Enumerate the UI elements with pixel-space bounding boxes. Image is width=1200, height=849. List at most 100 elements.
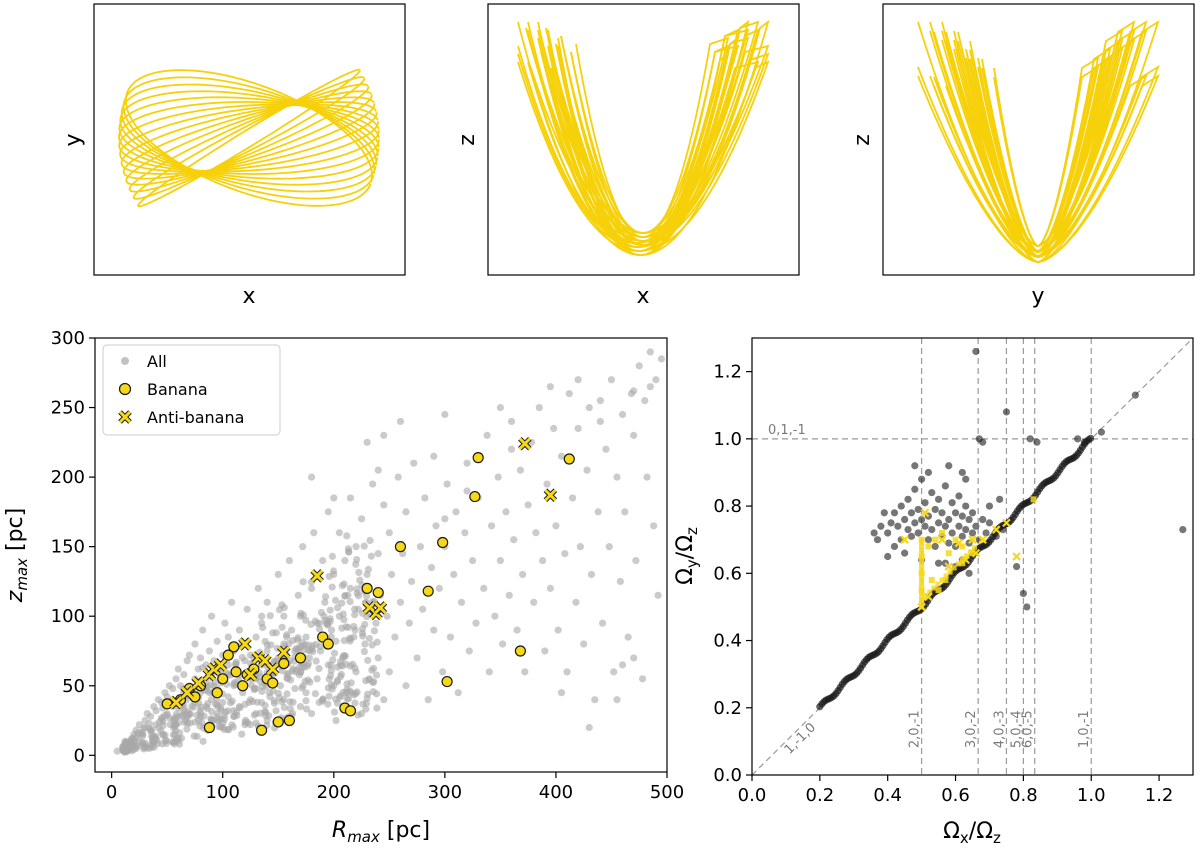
freq-banana-point [945,550,952,557]
rz-all-point [435,584,443,592]
rz-all-point [641,396,649,405]
rz-all-point [185,651,194,659]
freq-point [931,542,939,551]
rz-all-point [616,577,624,586]
rz-all-point [380,431,388,439]
rz-all-point [188,702,196,710]
rz-all-point [355,568,363,577]
orbit-xz-xlabel: x [636,284,649,309]
rz-all-point [224,633,232,641]
rz-banana-point [294,652,307,664]
rz-all-point [572,598,580,606]
freq-point [884,529,892,537]
rz-all-point [370,627,378,635]
freq-banana-point [925,543,932,550]
freq-point [945,462,953,470]
rz-all-point [302,633,310,641]
freq-banana-track [939,577,945,583]
legend-banana-marker [118,382,132,396]
rz-all-point [613,473,621,481]
freq-point [880,509,888,517]
rz-all-point [285,556,293,565]
rz-all-point [356,576,364,584]
rz-all-point [296,643,304,651]
rz-all-point [232,658,240,666]
rz-all-point [321,593,330,601]
rz-all-point [539,556,547,565]
rz-all-point [427,563,436,572]
rz-all-point [304,660,312,668]
rz-all-point [618,410,627,419]
rz-all-point [530,598,538,606]
rz-all-point [535,403,543,412]
rz-all-point [328,583,336,591]
rz-all-point [125,746,134,754]
rz-all-point [340,652,349,660]
rz-all-point [340,636,348,645]
rz-all-point [364,565,372,573]
freq-ticks: 0.0 0.2 0.4 0.6 0.8 1.0 1.2 0.0 0.2 0.4 0.6 0.8 1.0 1… [713,362,1173,806]
rz-all-point [351,605,359,613]
rz-all-point [186,710,194,718]
freq-point [1033,438,1041,446]
freq-point [924,468,933,477]
rz-banana-point [437,536,449,549]
rz-antibanana-point [214,658,227,671]
orbit-loop [125,90,373,186]
rz-ylabel-main: z [3,590,28,603]
rz-all-point [413,654,421,662]
rz-all-point [338,624,346,632]
freq-diagonal-point [1086,434,1095,443]
orbit-loop [929,73,1148,258]
freq-banana-track [967,549,973,555]
rz-all-point [557,452,566,460]
rz-antibanana-point [244,668,257,681]
rz-points [113,348,666,756]
rz-xtick-label: 500 [650,782,684,803]
freq-banana-point [938,529,945,536]
rz-all-point [287,626,296,634]
orbit-xz-curve [517,19,770,256]
rz-all-point [373,638,381,646]
legend-antibanana-marker [118,410,132,424]
freq-point [951,509,960,517]
rz-all-point [516,466,524,474]
rz-all-point [272,707,280,715]
rz-all-point [494,473,502,481]
rz-all-point [610,668,618,676]
freq-banana-track [919,560,925,566]
rz-all-point [312,640,320,648]
freq-banana-track [931,585,937,591]
rz-all-point [319,556,327,565]
freq-banana-point [918,536,925,543]
freq-banana-track [959,557,965,563]
freq-ytick-label: 1.2 [713,362,742,383]
freq-banana-point [928,577,935,584]
rz-all-point [630,431,638,439]
rz-scatter-panel: 0 100 200 300 400 500 0 50 100 150 200 250 300 Rmax … [3,328,684,846]
rz-all-point [352,543,360,551]
freq-antibanana-point [937,535,947,544]
rz-all-point [341,591,349,600]
freq-point [955,492,963,500]
resonance-vertical-label: 1,0,-1 [1077,710,1092,748]
freq-point [1026,435,1034,443]
rz-all-point [266,693,274,701]
freq-point [948,499,956,507]
freq-point [945,515,953,524]
rz-all-point [340,616,348,624]
rz-all-point [596,417,604,426]
rz-all-point [278,601,286,609]
freq-ytick-label: 0.4 [713,631,742,652]
freq-banana-track [919,540,925,546]
rz-all-point [507,417,516,426]
rz-all-point [550,424,558,433]
rz-all-point [585,403,593,412]
rz-ylabel-unit: [pc] [3,508,28,558]
rz-all-point [145,724,153,732]
freq-banana-point [942,577,949,584]
freq-point [934,519,943,527]
freq-banana-point [1030,496,1037,503]
rz-antibanana-point [544,489,557,502]
rz-all-point [286,698,294,706]
